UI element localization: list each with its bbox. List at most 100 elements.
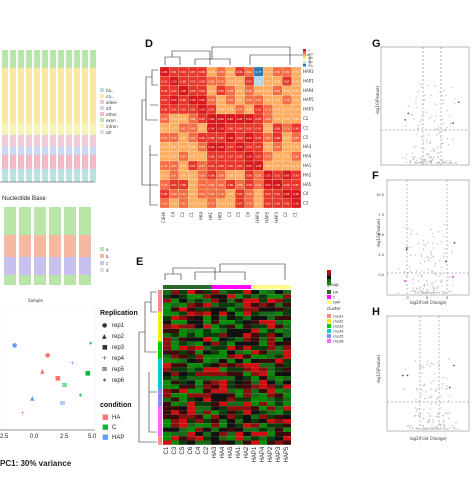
expr-cell	[219, 311, 227, 316]
volcano-point	[437, 162, 439, 164]
expr-cell	[195, 406, 203, 411]
corr-value: 0.81	[256, 183, 262, 187]
corr-value: 0.78	[274, 108, 280, 112]
volcano-h-panel: -log10(Pvalue) log2(Fold Change)	[375, 314, 474, 444]
expr-cell	[227, 298, 235, 303]
corr-dendrogram-left	[141, 69, 158, 206]
expr-cell	[251, 371, 259, 376]
expr-cell	[251, 311, 259, 316]
expr-cell	[251, 328, 259, 333]
corr-value: 0.94	[209, 145, 215, 149]
expr-cell	[187, 393, 195, 398]
expr-cell	[235, 414, 243, 419]
expr-cell	[219, 302, 227, 308]
expr-cell	[203, 328, 211, 333]
corr-col-label: HAP4	[255, 212, 260, 223]
pca-panel: ●▲■+⊠∗●▲■+⊠∗ -2.50.02.55.0 Replication ●…	[0, 304, 145, 474]
volcano-point	[422, 366, 425, 369]
corr-value: 0.76	[293, 89, 299, 93]
expr-cell	[275, 414, 283, 419]
volcano-point	[450, 250, 453, 253]
expr-cell	[179, 294, 187, 299]
corr-value: 0.77	[171, 126, 177, 130]
expr-cell	[219, 440, 227, 445]
expr-cell	[251, 410, 259, 415]
expr-cell	[195, 384, 203, 389]
volcano-point	[437, 231, 440, 233]
expr-cell	[259, 333, 267, 338]
corr-value: 0.92	[256, 117, 262, 121]
volcano-point	[444, 94, 447, 97]
expr-cell	[267, 311, 275, 316]
expr-cell	[187, 311, 195, 316]
corr-scale-segment	[303, 61, 306, 64]
expr-col-label: C5	[180, 446, 186, 454]
expr-cell	[203, 315, 211, 321]
expr-cell	[179, 436, 187, 441]
corr-value: 0.80	[246, 89, 252, 93]
expr-cell	[187, 406, 195, 411]
volcano-point	[424, 94, 426, 97]
volcano-plot-f: -log10(Pvalue) 10.07.55.02.50.0-3 0 3 log2…	[376, 179, 470, 305]
volcano-g-ylabel: -log10(Pvalue)	[375, 85, 380, 115]
volcano-point	[422, 155, 424, 157]
expr-cell	[251, 320, 259, 325]
volcano-point	[419, 262, 421, 265]
expr-cell	[163, 384, 171, 389]
expr-cell	[235, 294, 243, 299]
expr-cell	[195, 328, 203, 333]
volcano-point	[421, 365, 423, 367]
expr-cell	[275, 367, 283, 372]
volcano-point	[443, 99, 445, 101]
top-legend-label: intron	[106, 124, 118, 129]
corr-value: 0.78	[274, 79, 280, 83]
expr-cell	[219, 328, 227, 333]
pca-point: ∗	[78, 392, 83, 399]
expr-cell	[227, 337, 235, 342]
corr-value: 0.86	[293, 126, 299, 130]
panel-label-h: H	[372, 306, 380, 318]
volcano-point	[446, 109, 449, 112]
top-legend-label: ca...	[106, 94, 114, 99]
top-bar-segment	[66, 155, 72, 169]
expr-cell	[259, 371, 267, 376]
volcano-point	[426, 289, 429, 291]
expr-cell	[203, 363, 211, 368]
expr-cell	[227, 436, 235, 441]
corr-value: 0.90	[171, 108, 177, 112]
corr-value: 0.83	[246, 192, 252, 196]
corr-value: 0.91	[246, 145, 252, 149]
group-legend-swatch	[327, 300, 331, 304]
expr-cell	[163, 419, 171, 424]
expr-cell	[275, 401, 283, 407]
volcano-point	[403, 271, 406, 273]
volcano-point	[437, 413, 439, 415]
top-bar-segment	[82, 155, 88, 169]
expr-cell	[195, 341, 203, 346]
expr-cell	[203, 436, 211, 441]
volcano-point	[421, 161, 423, 164]
volcano-point	[431, 292, 433, 294]
expr-cell	[259, 423, 267, 428]
corr-scale-segment	[303, 54, 306, 57]
volcano-point	[440, 273, 443, 276]
volcano-point	[442, 292, 444, 294]
top-bar-segment	[2, 135, 8, 147]
corr-col-label: C6	[246, 212, 251, 218]
expr-cell	[171, 410, 179, 415]
expr-cell	[227, 388, 235, 394]
corr-scale-label: 0.8	[308, 56, 313, 60]
expr-cell	[195, 380, 203, 385]
expr-cell	[211, 298, 219, 303]
corr-value: 0.91	[274, 173, 280, 177]
volcano-point	[441, 279, 443, 281]
expr-cell	[259, 358, 267, 364]
expr-cell	[243, 354, 251, 359]
volcano-point	[455, 162, 457, 164]
expr-cell	[187, 324, 195, 329]
volcano-point	[421, 270, 423, 272]
replication-symbol: ●	[102, 322, 107, 329]
expr-cell	[219, 294, 227, 299]
corr-value: 0.93	[190, 79, 196, 83]
mid-bar-segment	[4, 235, 16, 257]
